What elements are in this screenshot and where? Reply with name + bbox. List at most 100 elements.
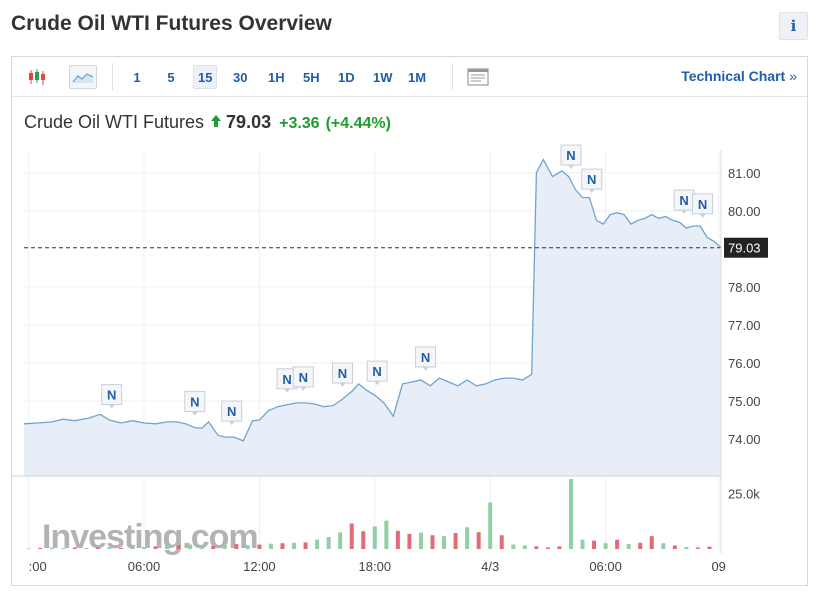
volume-bar bbox=[488, 502, 493, 549]
news-marker[interactable]: N bbox=[692, 193, 714, 218]
volume-bar bbox=[165, 545, 170, 549]
volume-bar bbox=[361, 531, 366, 549]
news-marker[interactable]: N bbox=[415, 346, 437, 371]
news-marker-label: N bbox=[566, 148, 575, 163]
y-tick-label: 77.00 bbox=[728, 318, 761, 333]
interval-1m[interactable]: 1M bbox=[408, 69, 427, 85]
volume-bar bbox=[615, 539, 620, 549]
news-marker-pointer bbox=[374, 381, 381, 386]
x-tick-label: 09 bbox=[711, 559, 725, 574]
volume-bar bbox=[326, 537, 331, 549]
volume-bar bbox=[38, 547, 43, 549]
volume-bar bbox=[522, 545, 527, 549]
volume-bar bbox=[465, 527, 470, 549]
volume-bar bbox=[418, 532, 423, 549]
news-marker-pointer bbox=[588, 189, 595, 194]
volume-bar bbox=[580, 539, 585, 549]
news-marker-label: N bbox=[421, 350, 430, 365]
news-marker[interactable]: N bbox=[581, 168, 603, 194]
volume-bar bbox=[153, 546, 158, 549]
volume-bar bbox=[476, 532, 481, 549]
area-chart-icon[interactable] bbox=[69, 65, 97, 89]
volume-bar bbox=[349, 523, 354, 549]
interval-1[interactable]: 1 bbox=[133, 69, 141, 85]
interval-5[interactable]: 5 bbox=[167, 69, 175, 85]
news-marker[interactable]: N bbox=[673, 189, 695, 215]
volume-bar bbox=[107, 547, 112, 549]
volume-bar bbox=[118, 547, 123, 549]
info-button[interactable]: i bbox=[779, 12, 808, 40]
news-marker-pointer bbox=[339, 383, 346, 388]
volume-bar bbox=[338, 532, 343, 549]
interval-1w[interactable]: 1W bbox=[373, 69, 393, 85]
news-marker-pointer bbox=[567, 165, 574, 170]
interval-1h[interactable]: 1H bbox=[268, 69, 285, 85]
interval-1d[interactable]: 1D bbox=[338, 69, 355, 85]
news-marker[interactable]: N bbox=[101, 384, 123, 409]
news-marker[interactable]: N bbox=[331, 362, 353, 388]
chevron-right-icon: » bbox=[789, 68, 797, 84]
volume-bar bbox=[626, 544, 631, 549]
price-area bbox=[23, 158, 722, 476]
volume-bar bbox=[303, 542, 308, 549]
interval-5h[interactable]: 5H bbox=[303, 69, 320, 85]
volume-bar bbox=[176, 545, 181, 549]
candlestick-icon[interactable] bbox=[23, 65, 51, 89]
y-tick-label: 81.00 bbox=[728, 166, 761, 181]
volume-bar bbox=[95, 547, 100, 549]
page-title: Crude Oil WTI Futures Overview bbox=[11, 12, 332, 35]
interval-15[interactable]: 15 bbox=[193, 65, 218, 89]
news-marker[interactable]: N bbox=[221, 400, 243, 426]
volume-bar bbox=[568, 479, 573, 549]
investing-watermark: Investing.com bbox=[42, 518, 258, 556]
x-tick-label: 4/3 bbox=[481, 559, 499, 574]
y-tick-label: 76.00 bbox=[728, 356, 761, 371]
news-marker-label: N bbox=[679, 193, 688, 208]
news-marker-label: N bbox=[372, 364, 381, 379]
interval-30[interactable]: 30 bbox=[233, 69, 248, 85]
quote-summary: Crude Oil WTI Futures 79.03 +3.36 (+4.44… bbox=[24, 112, 391, 133]
instrument-name: Crude Oil WTI Futures bbox=[24, 112, 205, 132]
y-tick-label: 75.00 bbox=[728, 394, 761, 409]
volume-bar bbox=[234, 544, 239, 549]
current-price-line: 79.03 bbox=[24, 237, 768, 258]
volume-bar bbox=[222, 545, 227, 549]
news-marker-label: N bbox=[338, 366, 347, 381]
volume-bar bbox=[499, 535, 504, 549]
volume-bar bbox=[142, 547, 147, 549]
volume-bar bbox=[384, 520, 389, 549]
volume-bar bbox=[188, 544, 193, 549]
y-tick-label: 80.00 bbox=[728, 204, 761, 219]
news-marker-label: N bbox=[107, 388, 116, 403]
news-marker-pointer bbox=[681, 210, 688, 215]
volume-bar bbox=[257, 544, 262, 549]
news-marker[interactable]: N bbox=[366, 360, 388, 386]
x-tick-label: 06:00 bbox=[128, 559, 161, 574]
volume-bar bbox=[61, 548, 66, 549]
price-change: +3.36 bbox=[279, 115, 320, 132]
news-marker-pointer bbox=[300, 386, 307, 391]
x-tick-label: 12:00 bbox=[243, 559, 276, 574]
news-marker-pointer bbox=[284, 388, 291, 393]
news-marker-label: N bbox=[282, 372, 291, 387]
news-marker[interactable]: N bbox=[292, 366, 314, 391]
volume-bar bbox=[603, 543, 608, 549]
volume-bar bbox=[453, 533, 458, 549]
volume-bar bbox=[130, 547, 135, 549]
toolbar-divider bbox=[112, 63, 113, 90]
x-tick-label: :00 bbox=[29, 559, 47, 574]
news-marker[interactable]: N bbox=[560, 144, 582, 170]
volume-bar bbox=[372, 526, 377, 549]
volume-bar bbox=[511, 544, 516, 549]
volume-bar bbox=[395, 530, 400, 549]
chart-layout-icon[interactable] bbox=[464, 65, 492, 89]
volume-bar bbox=[545, 547, 550, 549]
technical-chart-link[interactable]: Technical Chart» bbox=[681, 68, 797, 84]
volume-bar bbox=[292, 542, 297, 549]
news-marker[interactable]: N bbox=[184, 391, 206, 416]
chart-toolbar: 1 5 15 30 1H 5H 1D 1W 1M Technical Chart… bbox=[12, 57, 807, 97]
news-marker-label: N bbox=[190, 395, 199, 410]
news-marker-label: N bbox=[227, 404, 236, 419]
volume-bar bbox=[695, 547, 700, 549]
